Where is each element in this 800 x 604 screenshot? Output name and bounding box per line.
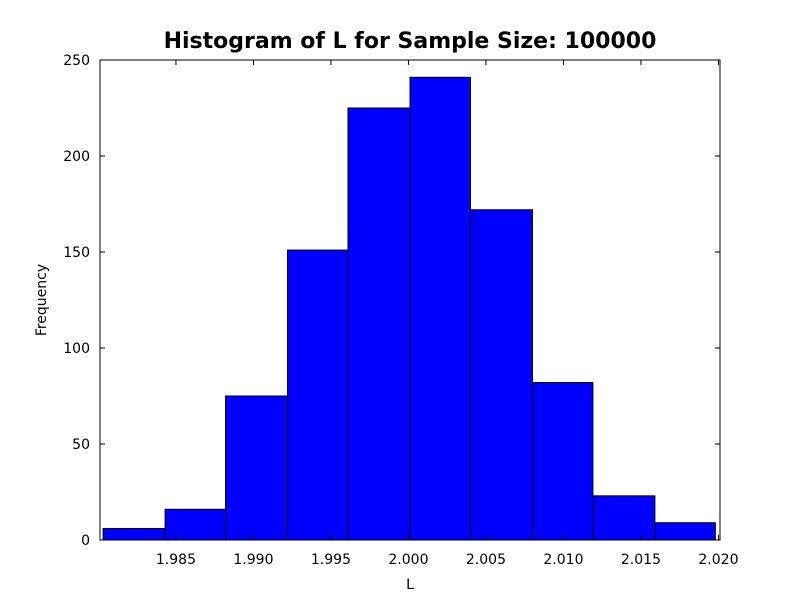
y-tick-label: 250: [63, 53, 90, 69]
y-tick-label: 0: [81, 533, 90, 549]
x-tick-label: 1.995: [311, 552, 351, 568]
histogram-bar: [164, 508, 227, 541]
x-tick-label: 2.010: [543, 552, 583, 568]
x-tick-label: 2.000: [388, 552, 428, 568]
histogram-bar: [102, 527, 166, 541]
y-tick-label: 200: [63, 149, 90, 165]
x-tick-label: 2.020: [698, 552, 738, 568]
histogram-bar: [225, 395, 289, 541]
histogram-bar: [469, 209, 533, 541]
histogram-bar: [531, 382, 594, 541]
x-tick-label: 1.985: [156, 552, 196, 568]
histogram-bar: [409, 76, 471, 541]
ticks-layer: 1.985 1.990 1.995 2.000 2.005 2.010 2.015 2.020…: [63, 53, 738, 568]
y-axis-label: Frequency: [34, 264, 50, 336]
histogram-bar: [347, 107, 411, 541]
y-tick-label: 150: [63, 245, 90, 261]
plot-frame: [99, 59, 721, 541]
histogram-bar: [287, 249, 349, 541]
x-axis-label: L: [406, 577, 414, 593]
x-tick-label: 1.990: [233, 552, 273, 568]
histogram-bar: [592, 495, 656, 541]
x-tick-label: 2.015: [621, 552, 661, 568]
histogram-bar: [654, 522, 716, 541]
x-tick-label: 2.005: [466, 552, 506, 568]
y-tick-label: 100: [63, 341, 90, 357]
bars-layer: [102, 76, 716, 541]
y-tick-label: 50: [72, 437, 90, 453]
chart-title: Histogram of L for Sample Size: 100000: [164, 29, 657, 54]
